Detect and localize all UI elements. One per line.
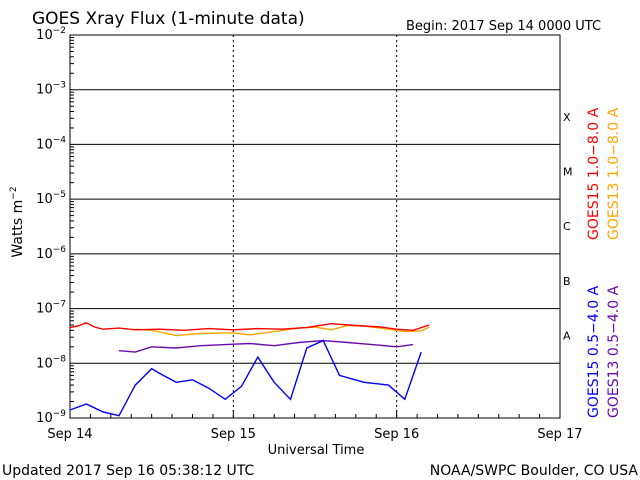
series-line	[69, 339, 422, 417]
y-tick-label: 10−4	[36, 135, 66, 152]
y-tick-label: 10−7	[36, 300, 66, 317]
x-axis-label: Universal Time	[268, 443, 365, 458]
series-lines	[69, 322, 430, 417]
credit: NOAA/SWPC Boulder, CO USA	[430, 463, 639, 479]
legend-entry: GOES15 0.5−4.0 A	[586, 285, 602, 418]
legend-short-wavelength: GOES15 0.5−4.0 A GOES13 0.5−4.0 A	[586, 285, 622, 418]
flare-class-label: M	[563, 166, 573, 179]
series-line	[118, 339, 414, 353]
legend-entry: GOES15 1.0−8.0 A	[586, 107, 602, 240]
series-line	[69, 322, 430, 332]
flare-class-label: X	[563, 111, 571, 124]
x-axis: Sep 14 Sep 15 Sep 16 Sep 17	[47, 410, 583, 442]
y-axis: 10−2 10−3 10−4 10−5 10−6 10−7 10−8 10−9	[36, 26, 74, 426]
y-tick-label: 10−9	[36, 409, 66, 426]
y-axis-label: Watts m−2	[9, 186, 26, 257]
y-tick-label: 10−8	[36, 354, 66, 371]
legend-long-wavelength: GOES15 1.0−8.0 A GOES13 1.0−8.0 A	[586, 107, 622, 240]
begin-time: Begin: 2017 Sep 14 0000 UTC	[406, 19, 601, 34]
y-tick-label: 10−2	[36, 26, 66, 43]
flare-class-label: A	[563, 330, 571, 343]
x-tick-label: Sep 15	[211, 427, 256, 442]
legend-entry: GOES13 1.0−8.0 A	[606, 107, 622, 240]
flare-class-label: C	[563, 220, 571, 233]
y-tick-label: 10−6	[36, 245, 66, 262]
flare-class-label: B	[563, 275, 571, 288]
x-tick-label: Sep 16	[374, 427, 419, 442]
plot-grid	[69, 34, 561, 419]
chart-title: GOES Xray Flux (1-minute data)	[32, 9, 305, 29]
x-tick-label: Sep 17	[537, 427, 582, 442]
flare-class-labels: X M C B A	[563, 111, 573, 343]
y-tick-label: 10−3	[36, 81, 66, 98]
legend-entry: GOES13 0.5−4.0 A	[606, 285, 622, 418]
updated-timestamp: Updated 2017 Sep 16 05:38:12 UTC	[2, 463, 255, 479]
x-tick-label: Sep 14	[47, 427, 92, 442]
y-tick-label: 10−5	[36, 190, 66, 207]
